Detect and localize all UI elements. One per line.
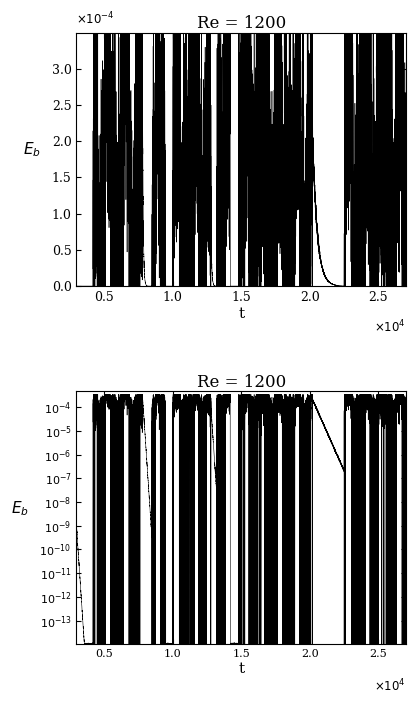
X-axis label: t: t [238,307,244,321]
Y-axis label: $E_b$: $E_b$ [23,141,41,159]
Text: $\times10^{-4}$: $\times10^{-4}$ [76,11,115,27]
Text: $\times10^{4}$: $\times10^{4}$ [374,319,406,336]
Title: Re = 1200: Re = 1200 [196,374,286,391]
Y-axis label: $E_b$: $E_b$ [11,499,29,517]
Title: Re = 1200: Re = 1200 [196,15,286,32]
Text: $\times10^{4}$: $\times10^{4}$ [374,677,406,694]
X-axis label: t: t [238,662,244,676]
